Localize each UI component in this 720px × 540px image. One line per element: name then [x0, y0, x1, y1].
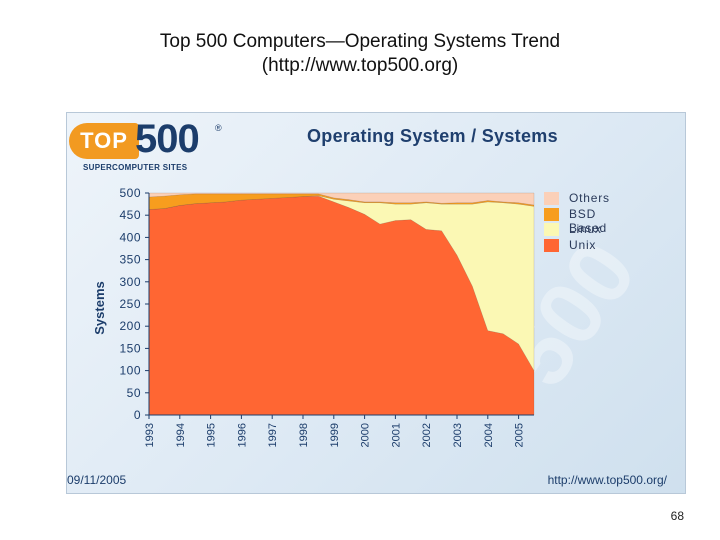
footer-date: 09/11/2005	[67, 473, 127, 487]
legend-swatch	[544, 223, 559, 236]
y-tick-label: 50	[127, 386, 141, 400]
y-tick-label: 300	[119, 275, 141, 289]
y-tick-label: 100	[119, 364, 141, 378]
y-tick-label: 200	[119, 319, 141, 333]
x-tick-label: 2003	[452, 423, 464, 447]
legend-swatch	[544, 192, 559, 205]
x-tick-label: 1997	[267, 423, 279, 447]
slide-title: Top 500 Computers—Operating Systems Tren…	[0, 30, 720, 78]
logo-number: 500	[135, 117, 200, 161]
legend-swatch	[544, 238, 559, 252]
footer-url: http://www.top500.org/	[547, 473, 667, 487]
area-chart: 0 50 100 150 200 250 300 350 400 450 500 1993 1994 1…	[92, 186, 535, 447]
x-tick-label: 1994	[175, 423, 187, 447]
slide-title-line2: (http://www.top500.org)	[261, 55, 459, 76]
y-tick-label: 450	[119, 208, 141, 222]
legend-label: BSD Based	[569, 206, 608, 235]
chart-title: Operating System / Systems	[307, 126, 558, 146]
slide-title-line1: Top 500 Computers—Operating Systems Tren…	[159, 31, 561, 52]
y-tick-label: 350	[119, 253, 141, 267]
x-tick-label: 1999	[329, 423, 341, 447]
logo-top-text: TOP	[69, 123, 139, 159]
x-tick-label: 2002	[421, 423, 433, 447]
x-tick-label: 1995	[206, 423, 218, 447]
top500-logo: TOP 500 ® SUPERCOMPUTER SITES	[69, 117, 222, 181]
logo-subtitle: SUPERCOMPUTER SITES	[83, 163, 188, 172]
y-tick-label: 250	[119, 297, 141, 311]
y-axis-label: Systems	[92, 281, 107, 334]
x-tick-label: 1993	[144, 423, 156, 447]
legend-swatch	[544, 207, 559, 221]
legend-label: Unix	[569, 237, 597, 252]
y-tick-label: 400	[119, 230, 141, 244]
legend-label: Others	[569, 191, 610, 205]
x-tick-label: 2005	[514, 423, 526, 447]
chart-panel: 500 TOP 500 ® SUPERCOMPUTER SITES Operat…	[66, 112, 686, 494]
x-tick-label: 1998	[298, 423, 310, 447]
logo-registered: ®	[215, 123, 222, 133]
legend-label: Linux	[569, 222, 602, 236]
x-tick-label: 2004	[483, 423, 495, 447]
area-others	[148, 192, 535, 206]
x-tick-label: 2000	[360, 423, 372, 447]
page-number: 68	[670, 509, 684, 523]
y-tick-label: 150	[119, 341, 141, 355]
x-tick-label: 1996	[236, 423, 248, 447]
y-tick-label: 0	[134, 408, 141, 422]
y-tick-label: 500	[119, 186, 141, 200]
x-tick-label: 2001	[390, 423, 402, 447]
